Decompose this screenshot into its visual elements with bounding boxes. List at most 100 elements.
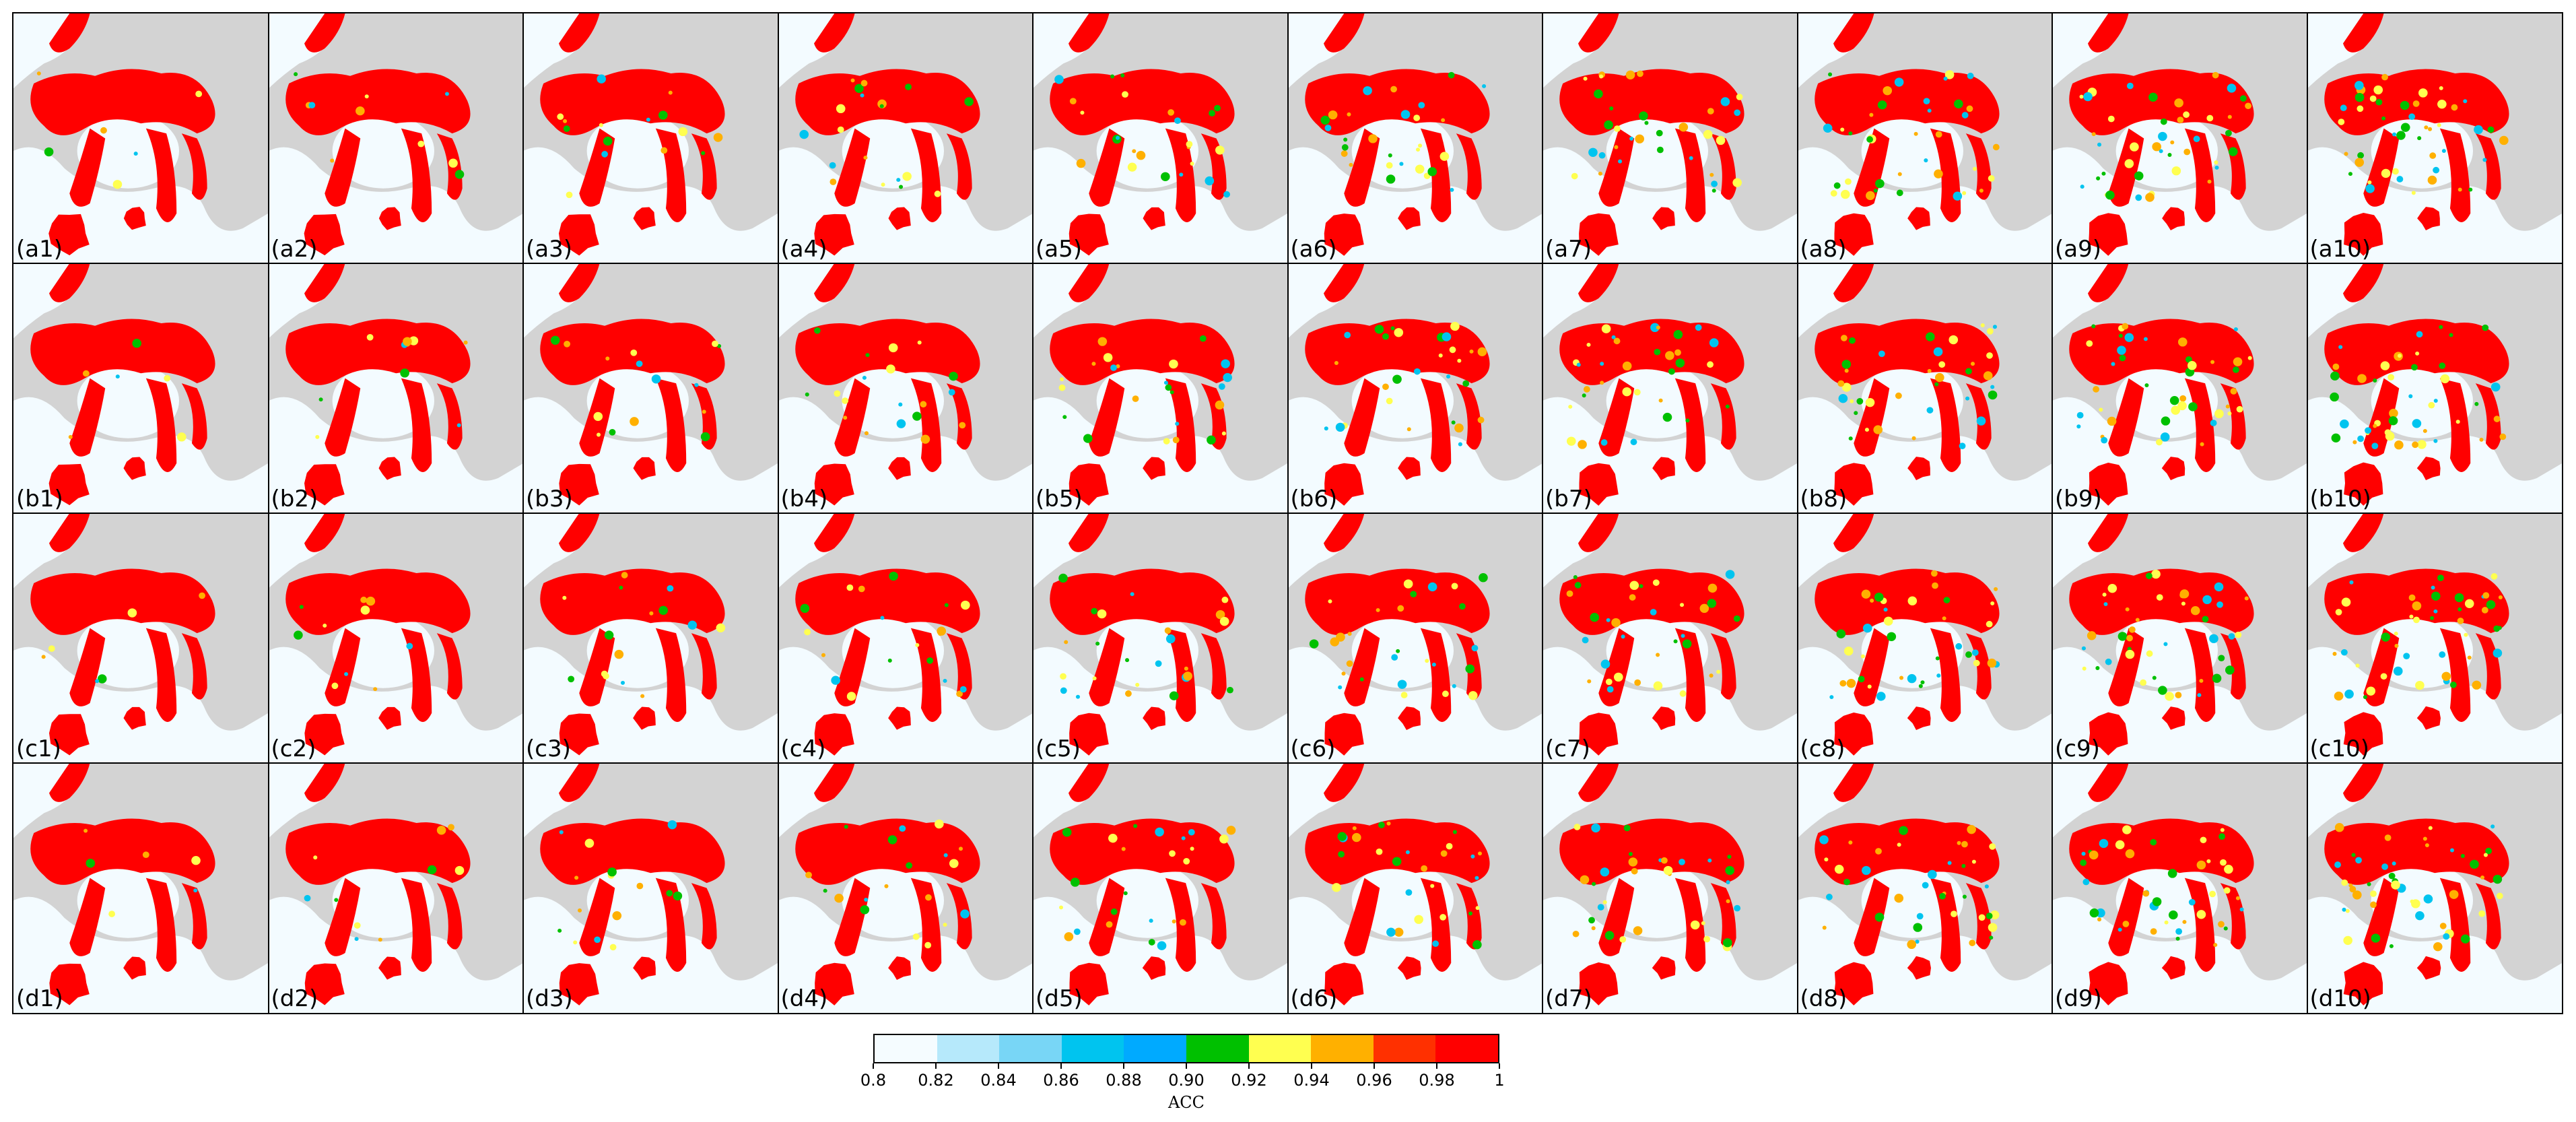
colorbar-tick-label: 0.84	[980, 1071, 1017, 1090]
colorbar-tick-label: 0.96	[1356, 1071, 1392, 1090]
colorbar-tick	[1248, 1063, 1250, 1069]
panel-label: (a6)	[1290, 236, 1337, 263]
map-panel: (d9)	[2052, 763, 2307, 1013]
map-panel: (a5)	[1033, 13, 1288, 263]
panel-label: (d2)	[271, 985, 318, 1012]
map-panel: (a7)	[1543, 13, 1798, 263]
map-panel: (d8)	[1797, 763, 2052, 1013]
map-panel: (c1)	[13, 513, 269, 763]
panel-label: (b8)	[1800, 486, 1848, 513]
colorbar-tick	[1186, 1063, 1187, 1069]
colorbar-tick	[1123, 1063, 1124, 1069]
map-panel: (d5)	[1033, 763, 1288, 1013]
panel-divider	[13, 513, 2562, 514]
map-panel: (a2)	[268, 13, 523, 263]
panel-label: (b2)	[271, 486, 318, 513]
colorbar-segment	[1124, 1035, 1186, 1062]
panel-label: (d9)	[2055, 985, 2102, 1012]
colorbar	[873, 1034, 1499, 1063]
panel-label: (a4)	[780, 236, 827, 263]
map-panel: (b2)	[268, 263, 523, 513]
map-panel: (c8)	[1797, 513, 2052, 763]
panel-label: (a10)	[2309, 236, 2371, 263]
map-panel: (a9)	[2052, 13, 2307, 263]
map-panel: (a10)	[2307, 13, 2562, 263]
panel-label: (a1)	[16, 236, 63, 263]
map-panel: (d1)	[13, 763, 269, 1013]
map-panel: (a6)	[1287, 13, 1543, 263]
colorbar-tick	[1436, 1063, 1437, 1069]
panel-label: (c4)	[780, 735, 826, 762]
panel-label: (a5)	[1036, 236, 1082, 263]
panel-label: (d3)	[526, 985, 573, 1012]
panel-label: (b4)	[780, 486, 828, 513]
panel-label: (d1)	[16, 985, 63, 1012]
panel-label: (d7)	[1545, 985, 1592, 1012]
map-panel: (a8)	[1797, 13, 2052, 263]
colorbar-segment	[1186, 1035, 1249, 1062]
colorbar-segment	[1061, 1035, 1124, 1062]
panel-label: (d4)	[780, 985, 828, 1012]
map-panel: (a1)	[13, 13, 269, 263]
panel-label: (c8)	[1800, 735, 1845, 762]
colorbar-tick-label: 0.8	[860, 1071, 887, 1090]
colorbar-tick-label: 1	[1494, 1071, 1505, 1090]
panel-label: (c5)	[1036, 735, 1081, 762]
map-panel: (b7)	[1543, 263, 1798, 513]
map-panel: (b6)	[1287, 263, 1543, 513]
panel-label: (a7)	[1545, 236, 1592, 263]
map-panel: (b1)	[13, 263, 269, 513]
colorbar-segment	[875, 1035, 937, 1062]
panel-label: (d5)	[1036, 985, 1083, 1012]
map-panel: (d7)	[1543, 763, 1798, 1013]
map-panel: (b5)	[1033, 263, 1288, 513]
map-panel: (d10)	[2307, 763, 2562, 1013]
panel-label: (b7)	[1545, 486, 1592, 513]
map-panel: (b3)	[523, 263, 778, 513]
map-panel: (c2)	[268, 513, 523, 763]
colorbar-segment	[1311, 1035, 1374, 1062]
map-panel: (b8)	[1797, 263, 2052, 513]
map-panel: (c9)	[2052, 513, 2307, 763]
map-panel: (d6)	[1287, 763, 1543, 1013]
panel-label: (c6)	[1290, 735, 1336, 762]
panel-label: (d10)	[2309, 985, 2371, 1012]
panel-label: (b9)	[2055, 486, 2102, 513]
map-panel: (d2)	[268, 763, 523, 1013]
panel-label: (c9)	[2055, 735, 2100, 762]
map-panel: (c5)	[1033, 513, 1288, 763]
panel-label: (c1)	[16, 735, 61, 762]
colorbar-tick	[998, 1063, 999, 1069]
colorbar-segment	[999, 1035, 1062, 1062]
panel-label: (d6)	[1290, 985, 1338, 1012]
panel-label: (a8)	[1800, 236, 1847, 263]
panel-label: (c7)	[1545, 735, 1590, 762]
colorbar-tick-label: 0.86	[1043, 1071, 1079, 1090]
panel-label: (b10)	[2309, 486, 2371, 513]
colorbar-segment	[1435, 1035, 1498, 1062]
panel-label: (a3)	[526, 236, 572, 263]
colorbar-tick-label: 0.82	[918, 1071, 954, 1090]
colorbar-segment	[1248, 1035, 1312, 1062]
colorbar-tick-label: 0.92	[1231, 1071, 1267, 1090]
colorbar-tick	[1311, 1063, 1312, 1069]
map-panel: (d3)	[523, 763, 778, 1013]
panel-label: (a9)	[2055, 236, 2101, 263]
map-panel: (b9)	[2052, 263, 2307, 513]
panel-label: (d8)	[1800, 985, 1848, 1012]
panel-label: (b1)	[16, 486, 63, 513]
map-panel: (a3)	[523, 13, 778, 263]
panel-label: (c10)	[2309, 735, 2370, 762]
map-panel: (b4)	[778, 263, 1033, 513]
panel-label: (c3)	[526, 735, 571, 762]
colorbar-title: ACC	[1167, 1093, 1205, 1112]
map-panel: (a4)	[778, 13, 1033, 263]
map-panel: (c3)	[523, 513, 778, 763]
colorbar-tick-label: 0.94	[1293, 1071, 1330, 1090]
panel-label: (b6)	[1290, 486, 1338, 513]
panel-label: (c2)	[271, 735, 316, 762]
colorbar-tick	[873, 1063, 874, 1069]
panel-divider	[13, 762, 2562, 764]
colorbar-tick-label: 0.88	[1106, 1071, 1142, 1090]
map-panel: (c7)	[1543, 513, 1798, 763]
